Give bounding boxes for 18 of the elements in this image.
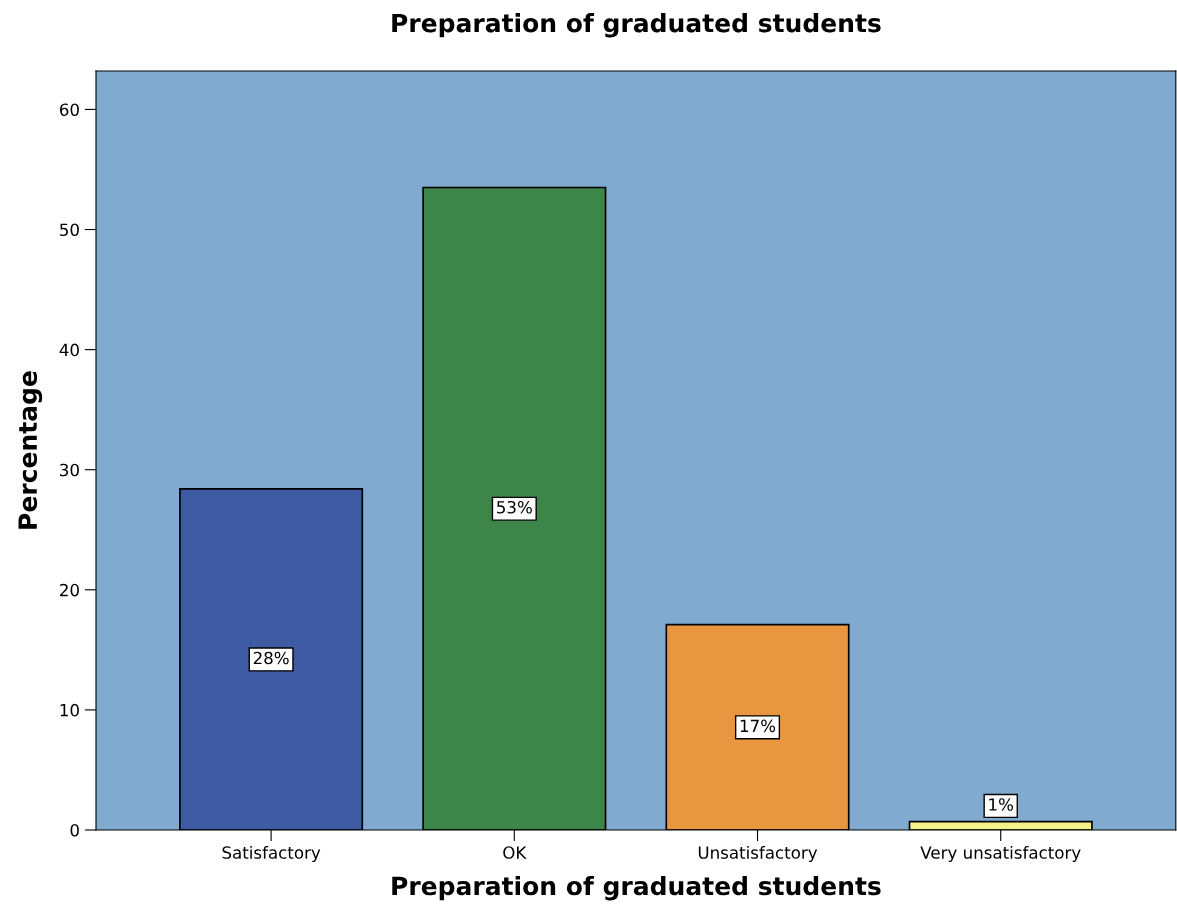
- x-axis-title: Preparation of graduated students: [392, 875, 881, 901]
- x-tick-label: Very unsatisfactory: [920, 845, 1081, 863]
- data-label: 1%: [989, 798, 1014, 811]
- x-tick-label: Unsatisfactory: [698, 845, 818, 863]
- y-tick-label: 0: [70, 823, 79, 837]
- data-label: 53%: [497, 500, 532, 514]
- y-axis-title: Percentage: [18, 371, 43, 529]
- x-tick-label: Satisfactory: [222, 845, 321, 863]
- y-tick-label: 30: [60, 463, 79, 477]
- y-tick-label: 10: [60, 703, 79, 717]
- data-label: 17%: [740, 719, 776, 733]
- chart-title: Preparation of graduated students: [392, 13, 881, 38]
- y-tick-label: 20: [60, 583, 79, 597]
- x-tick-label: OK: [503, 846, 527, 859]
- data-label: 28%: [253, 651, 289, 665]
- y-tick-label: 40: [59, 343, 79, 357]
- y-tick-label: 50: [60, 223, 79, 237]
- y-tick-label: 60: [59, 103, 79, 116]
